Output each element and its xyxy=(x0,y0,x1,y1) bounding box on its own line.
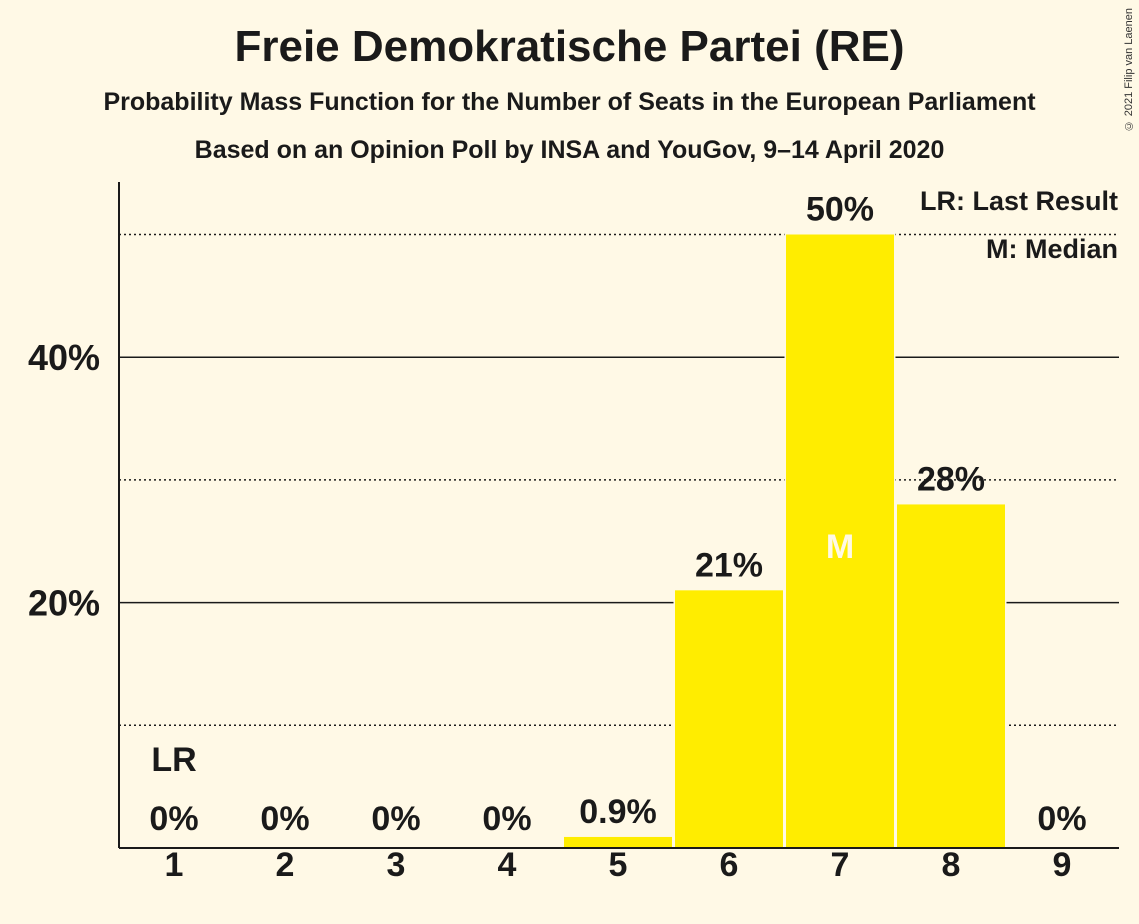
data-label: 0% xyxy=(149,800,198,838)
data-label: 0% xyxy=(371,800,420,838)
x-tick-label: 5 xyxy=(609,846,628,884)
data-label: 50% xyxy=(806,191,874,229)
legend-last-result: LR: Last Result xyxy=(920,186,1118,216)
x-tick-label: 2 xyxy=(276,846,295,884)
data-label: 28% xyxy=(917,460,985,498)
data-label: 0% xyxy=(260,800,309,838)
data-label: 0% xyxy=(1037,800,1086,838)
x-tick-label: 7 xyxy=(831,846,850,884)
median-marker: M xyxy=(826,528,854,566)
bar xyxy=(564,836,672,848)
data-label: 0.9% xyxy=(579,793,657,831)
data-label: 0% xyxy=(482,800,531,838)
chart-source: Based on an Opinion Poll by INSA and You… xyxy=(194,136,945,164)
x-tick-label: 6 xyxy=(720,846,739,884)
x-tick-label: 4 xyxy=(498,846,517,884)
bar xyxy=(897,504,1005,848)
x-tick-label: 3 xyxy=(387,846,406,884)
bar xyxy=(786,234,894,848)
chart-title: Freie Demokratische Partei (RE) xyxy=(234,22,905,71)
y-tick-label: 20% xyxy=(28,583,100,624)
legend-median: M: Median xyxy=(986,234,1118,264)
y-tick-label: 40% xyxy=(28,337,100,378)
last-result-marker: LR xyxy=(151,741,196,779)
x-tick-label: 1 xyxy=(165,846,184,884)
x-tick-label: 9 xyxy=(1053,846,1072,884)
bar xyxy=(675,590,783,848)
chart-subtitle: Probability Mass Function for the Number… xyxy=(103,88,1036,116)
data-label: 21% xyxy=(695,546,763,584)
x-tick-label: 8 xyxy=(942,846,961,884)
